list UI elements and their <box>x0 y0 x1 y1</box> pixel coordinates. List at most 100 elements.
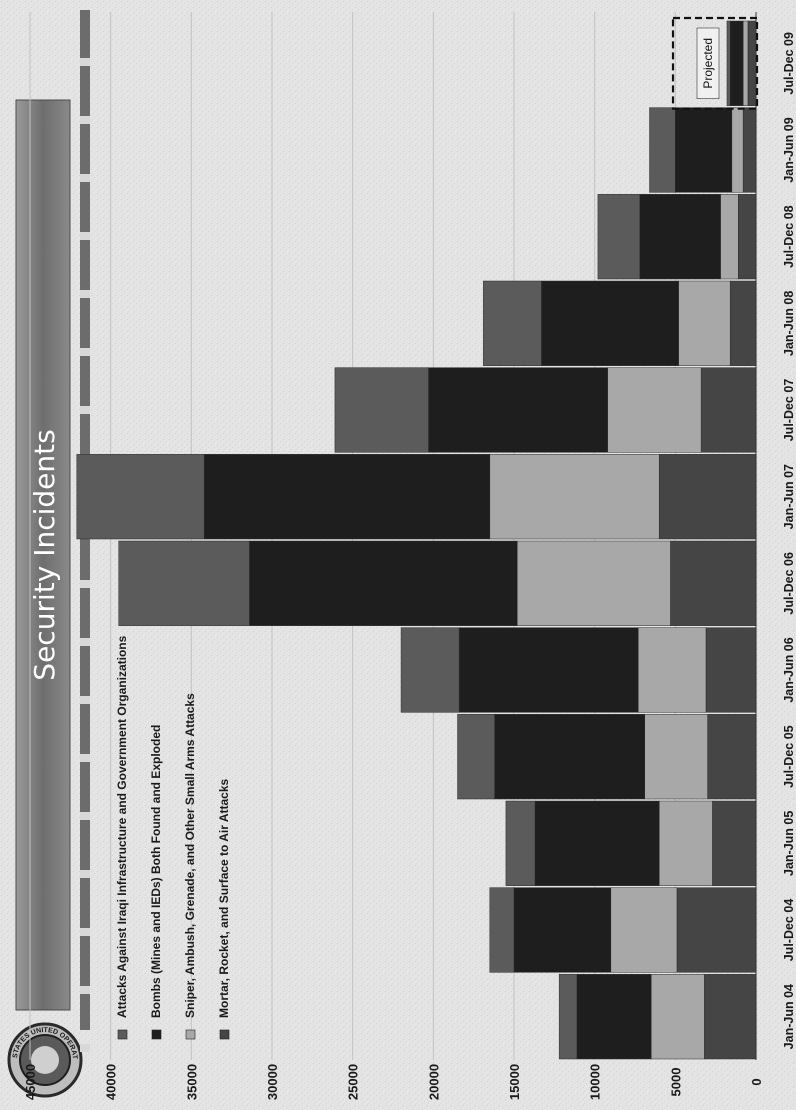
stripe-gap <box>80 406 90 414</box>
bar-segment-4 <box>726 20 731 106</box>
bar-segment-4 <box>597 194 641 280</box>
bar-segment-4 <box>505 800 536 886</box>
x-axis-labels: Jan-Jun 04 Jul-Dec 04 Jan-Jun 05 Jul-Dec 05… <box>782 32 796 1049</box>
bar-segment-1 <box>670 540 757 626</box>
stripe-gap <box>80 580 90 588</box>
x-tick-label: Jan-Jun 05 <box>782 811 796 876</box>
legend-swatch <box>185 1029 196 1040</box>
x-tick-label: Jan-Jun 09 <box>782 117 796 182</box>
bar-segment-4 <box>400 627 460 713</box>
x-tick-label: Jul-Dec 08 <box>782 205 796 268</box>
bar-segment-1 <box>707 714 757 800</box>
bar-segment-2 <box>658 800 713 886</box>
chart-title: Security Incidents <box>28 429 61 680</box>
bar-segment-4 <box>118 540 250 626</box>
bar-segment-1 <box>704 974 757 1060</box>
bar-segment-2 <box>489 454 660 540</box>
bar-segment-2 <box>637 627 707 713</box>
projected-label: Projected <box>701 38 715 89</box>
bar-segment-3 <box>639 194 721 280</box>
bar-segment-4 <box>558 974 578 1060</box>
bar-segment-1 <box>712 800 757 886</box>
stripe-gap <box>80 696 90 704</box>
bar-segment-3 <box>513 887 612 973</box>
x-tick-label: Jan-Jun 08 <box>782 291 796 356</box>
stripe-gap <box>80 986 90 994</box>
x-tick-label: Jul-Dec 05 <box>782 725 796 788</box>
legend-label: Sniper, Ambush, Grenade, and Other Small… <box>183 693 197 1018</box>
y-tick-label: 0 <box>749 1078 764 1085</box>
y-tick-label: 35000 <box>184 1064 199 1100</box>
bar-segment-2 <box>742 20 749 106</box>
bar-segment-4 <box>649 107 676 193</box>
stripe-gap <box>80 116 90 124</box>
bar-segment-2 <box>644 714 708 800</box>
stripe-gap <box>80 812 90 820</box>
bar-segment-4 <box>457 714 495 800</box>
y-tick-label: 20000 <box>426 1064 441 1100</box>
title-banner <box>15 99 71 1011</box>
y-tick-label: 25000 <box>346 1064 361 1100</box>
y-tick-label: 40000 <box>104 1064 119 1100</box>
bar-segment-2 <box>607 367 702 453</box>
legend-label: Attacks Against Iraqi Infrastructure and… <box>115 635 129 1018</box>
bar-segment-1 <box>742 107 757 193</box>
seal-emblem <box>31 1046 59 1074</box>
bar-segment-1 <box>705 627 757 713</box>
legend-swatch <box>151 1029 162 1040</box>
bar-segment-3 <box>675 107 733 193</box>
bar-segment-2 <box>650 974 705 1060</box>
bar-segment-3 <box>249 540 518 626</box>
stripe-gap <box>80 754 90 762</box>
bar-segment-1 <box>747 20 757 106</box>
bar-segment-1 <box>729 280 757 366</box>
bar-segment-1 <box>700 367 757 453</box>
legend-swatch <box>117 1029 128 1040</box>
legend-label: Mortar, Rocket, and Surface to Air Attac… <box>217 779 231 1019</box>
bar-segment-3 <box>541 280 679 366</box>
projected-box <box>671 16 759 110</box>
bar-segment-2 <box>731 107 744 193</box>
bar-segment-1 <box>676 887 757 973</box>
bar-segment-4 <box>489 887 515 973</box>
bar-segment-4 <box>334 367 429 453</box>
bar-segment-4 <box>483 280 542 366</box>
x-tick-label: Jan-Jun 07 <box>782 464 796 529</box>
y-tick-label: 45000 <box>23 1064 38 1100</box>
bar-segment-3 <box>494 714 645 800</box>
bar-segment-3 <box>534 800 660 886</box>
stripe-gap <box>80 1044 90 1052</box>
x-tick-label: Jul-Dec 09 <box>782 32 796 95</box>
legend-label: Bombs (Mines and IEDs) Both Found and Ex… <box>149 725 163 1018</box>
x-tick-label: Jan-Jun 04 <box>782 984 796 1049</box>
stripe-gap <box>80 638 90 646</box>
bar-segment-3 <box>203 454 491 540</box>
stripe-gap <box>80 928 90 936</box>
bar-segment-2 <box>610 887 678 973</box>
x-tick-label: Jan-Jun 06 <box>782 637 796 702</box>
y-tick-label: 5000 <box>668 1068 683 1097</box>
stripe-gap <box>80 58 90 66</box>
stripe-gap <box>80 232 90 240</box>
bar-segment-4 <box>76 454 205 540</box>
legend-swatch <box>219 1029 230 1040</box>
x-tick-label: Jul-Dec 07 <box>782 379 796 442</box>
bar-segment-2 <box>720 194 739 280</box>
bar-segment-3 <box>428 367 608 453</box>
bar-segment-1 <box>738 194 757 280</box>
y-tick-label: 30000 <box>265 1064 280 1100</box>
x-tick-label: Jul-Dec 06 <box>782 552 796 615</box>
bar-segment-3 <box>458 627 639 713</box>
projected-label-bg <box>696 27 720 99</box>
stripe-gap <box>80 174 90 182</box>
stripe-gap <box>80 348 90 356</box>
bar-segment-2 <box>678 280 731 366</box>
projected-annotation: Projected <box>671 16 759 110</box>
bar-segment-3 <box>729 20 744 106</box>
bar-segment-2 <box>516 540 671 626</box>
y-axis-ticks: 0 5000 10000 15000 20000 25000 30000 35000 40000… <box>23 1064 764 1100</box>
stripe-gap <box>80 290 90 298</box>
x-tick-label: Jul-Dec 04 <box>782 899 796 962</box>
bar-segment-3 <box>576 974 652 1060</box>
